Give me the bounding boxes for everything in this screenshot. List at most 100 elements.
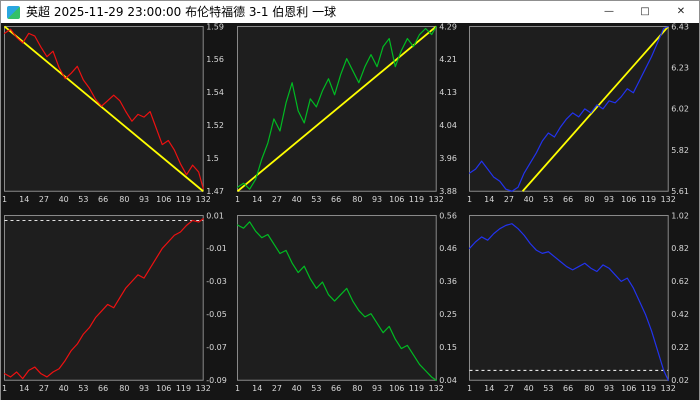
y-axis-label: 5.61 xyxy=(672,187,690,196)
x-axis-label: 132 xyxy=(196,195,211,204)
x-axis-label: 132 xyxy=(428,384,443,393)
x-axis-label: 14 xyxy=(252,384,262,393)
x-axis-label: 40 xyxy=(59,384,69,393)
y-axis-label: 6.23 xyxy=(672,63,690,72)
chart-svg: 6.43 6.23 6.02 5.82 5.61 1 14 27 40 53 66 80 93 106 11… xyxy=(467,23,690,204)
x-axis-label: 106 xyxy=(621,384,636,393)
x-axis-label: 93 xyxy=(139,195,149,204)
series-line xyxy=(469,25,670,192)
x-axis-label: 66 xyxy=(563,195,573,204)
x-axis-label: 119 xyxy=(409,384,424,393)
x-axis-label: 106 xyxy=(389,195,404,204)
x-axis-label: 14 xyxy=(252,195,262,204)
close-button[interactable]: ✕ xyxy=(663,1,699,23)
y-axis-label: 0.46 xyxy=(439,244,457,253)
chart-panel-bottom-right-blue: 1.02 0.82 0.62 0.42 0.22 0.02 1 14 27 40 53 66 80 93 1… xyxy=(466,212,699,400)
trend-line xyxy=(522,25,670,192)
x-axis-label: 119 xyxy=(641,384,656,393)
x-axis-label: 80 xyxy=(119,384,129,393)
x-axis-label: 53 xyxy=(311,195,321,204)
x-axis-label: 1 xyxy=(467,195,472,204)
charts-grid: 1.59 1.56 1.54 1.52 1.5 1.47 1 14 27 40 53 66 80 93 10… xyxy=(1,23,699,400)
series-line xyxy=(236,25,437,190)
y-axis-label: 4.29 xyxy=(439,23,457,31)
x-axis-label: 106 xyxy=(621,195,636,204)
x-axis-label: 27 xyxy=(39,384,49,393)
plot-area xyxy=(469,214,670,381)
y-axis-label: 1.59 xyxy=(206,23,224,31)
y-axis-label: -0.03 xyxy=(206,277,227,286)
maximize-button[interactable]: □ xyxy=(627,1,663,23)
x-axis-label: 40 xyxy=(524,384,534,393)
title-bar: 英超 2025-11-29 23:00:00 布伦特福德 3-1 伯恩利 一球 … xyxy=(1,1,699,23)
y-axis-label: 5.82 xyxy=(672,146,690,155)
x-axis-label: 132 xyxy=(428,195,443,204)
trend-line xyxy=(236,25,437,192)
x-axis-label: 66 xyxy=(98,195,108,204)
x-axis-label: 40 xyxy=(291,384,301,393)
x-axis-label: 93 xyxy=(604,384,614,393)
x-axis-label: 132 xyxy=(661,384,676,393)
x-axis-label: 1 xyxy=(467,384,472,393)
x-axis-label: 66 xyxy=(331,384,341,393)
minimize-button[interactable]: — xyxy=(591,1,627,23)
app-icon xyxy=(7,5,20,19)
y-axis-label: -0.09 xyxy=(206,376,227,385)
y-axis-label: 0.02 xyxy=(672,376,690,385)
x-axis-label: 132 xyxy=(661,195,676,204)
y-axis-label: 1.54 xyxy=(206,88,224,97)
y-axis-label: -0.07 xyxy=(206,343,227,352)
x-axis-label: 93 xyxy=(604,195,614,204)
x-axis-label: 119 xyxy=(176,195,191,204)
x-axis-label: 1 xyxy=(235,195,240,204)
x-axis-label: 80 xyxy=(352,195,362,204)
window-title: 英超 2025-11-29 23:00:00 布伦特福德 3-1 伯恩利 一球 xyxy=(26,5,337,19)
x-axis-label: 106 xyxy=(156,195,171,204)
x-axis-label: 27 xyxy=(272,195,282,204)
y-axis-label: 0.15 xyxy=(439,343,457,352)
x-axis-label: 40 xyxy=(524,195,534,204)
x-axis-label: 27 xyxy=(504,384,514,393)
x-axis-label: 119 xyxy=(641,195,656,204)
x-axis-label: 14 xyxy=(484,195,494,204)
y-axis-label: 6.43 xyxy=(672,23,690,31)
x-axis-label: 93 xyxy=(139,384,149,393)
x-axis-label: 106 xyxy=(389,384,404,393)
y-axis-label: 4.13 xyxy=(439,88,457,97)
x-axis-label: 119 xyxy=(409,195,424,204)
y-axis-label: 1.52 xyxy=(206,121,224,130)
plot-area xyxy=(3,214,204,381)
x-axis-label: 40 xyxy=(59,195,69,204)
x-axis-label: 53 xyxy=(544,384,554,393)
y-axis-label: 4.21 xyxy=(439,55,457,64)
x-axis-label: 1 xyxy=(2,195,7,204)
x-axis-label: 14 xyxy=(19,195,29,204)
series-line xyxy=(236,220,437,381)
y-axis-label: 1.5 xyxy=(206,154,219,163)
x-axis-label: 27 xyxy=(504,195,514,204)
chart-panel-bottom-middle-green: 0.56 0.46 0.36 0.25 0.15 0.04 1 14 27 40 53 66 80 93 1… xyxy=(234,212,467,400)
y-axis-label: 0.82 xyxy=(672,244,690,253)
y-axis-label: 4.04 xyxy=(439,121,457,130)
x-axis-label: 132 xyxy=(196,384,211,393)
y-axis-label: 3.88 xyxy=(439,187,457,196)
x-axis-label: 53 xyxy=(78,384,88,393)
y-axis-label: -0.01 xyxy=(206,244,227,253)
x-axis-label: 53 xyxy=(311,384,321,393)
chart-panel-top-right-blue: 6.43 6.23 6.02 5.82 5.61 1 14 27 40 53 66 80 93 106 11… xyxy=(466,23,699,212)
x-axis-label: 1 xyxy=(2,384,7,393)
x-axis-label: 1 xyxy=(235,384,240,393)
window-controls: — □ ✕ xyxy=(591,1,699,23)
x-axis-label: 40 xyxy=(291,195,301,204)
series-line xyxy=(3,217,204,379)
x-axis-label: 14 xyxy=(19,384,29,393)
y-axis-label: 6.02 xyxy=(672,105,690,114)
x-axis-label: 80 xyxy=(352,384,362,393)
x-axis-label: 66 xyxy=(331,195,341,204)
y-axis-label: 1.02 xyxy=(672,212,690,220)
x-axis-label: 14 xyxy=(484,384,494,393)
x-axis-label: 80 xyxy=(585,384,595,393)
series-line xyxy=(469,222,670,381)
chart-svg: 4.29 4.21 4.13 4.04 3.96 3.88 1 14 27 40 53 66 80 93 1… xyxy=(235,23,457,204)
